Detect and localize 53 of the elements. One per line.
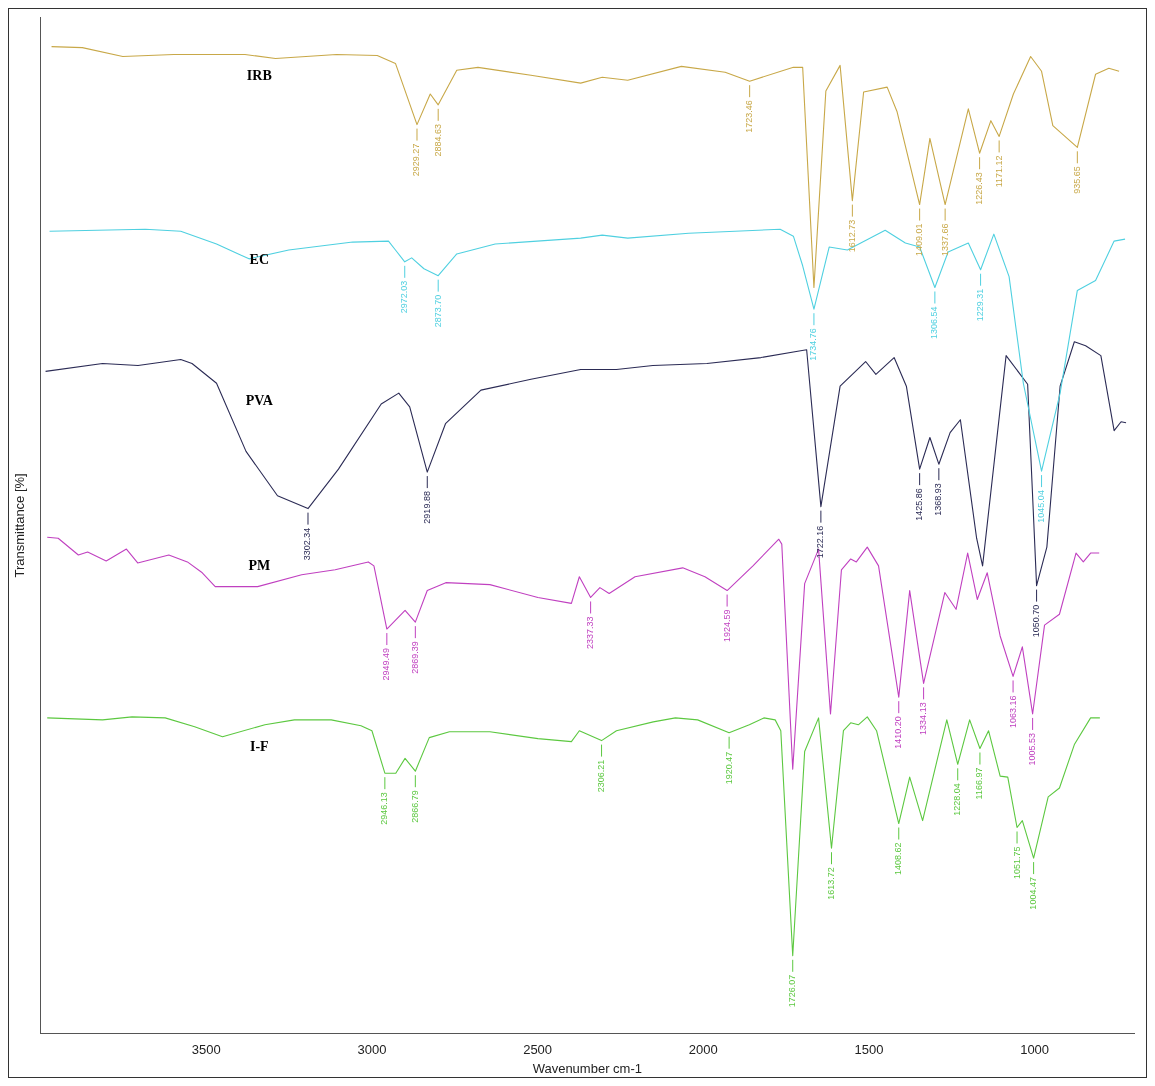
annotation: 1334.13 — [918, 702, 929, 735]
annotation: 2884.63 — [432, 123, 443, 157]
x-tick-label: 3500 — [191, 1042, 221, 1058]
annotation: 1226.43 — [974, 172, 985, 205]
annotation: 2337.33 — [585, 616, 596, 650]
annotation: 1306.54 — [929, 306, 940, 340]
annotation: 1425.86 — [914, 488, 925, 521]
y-axis-title: Transmittance [%] — [12, 473, 28, 578]
series-label: EC — [249, 252, 270, 268]
annotation: 1726.07 — [787, 974, 798, 1008]
annotation: 1722.16 — [815, 525, 826, 559]
series-label: PM — [248, 558, 271, 574]
annotation: 1613.72 — [825, 867, 836, 900]
annotation: 1229.31 — [975, 288, 986, 322]
x-tick-label: 1500 — [854, 1042, 884, 1058]
annotation: 935.65 — [1071, 166, 1082, 194]
annotation: 1408.62 — [893, 842, 904, 876]
annotation: 1612.73 — [846, 219, 857, 253]
series-label: I-F — [249, 739, 269, 755]
annotation: 2306.21 — [596, 759, 607, 793]
annotation: 1228.04 — [952, 783, 963, 816]
annotation: 2972.03 — [399, 280, 410, 314]
x-tick-label: 3000 — [357, 1042, 387, 1058]
annotation: 1004.47 — [1028, 877, 1039, 910]
x-tick-label: 2000 — [688, 1042, 718, 1058]
annotation: 1734.76 — [808, 328, 819, 361]
annotation: 2869.39 — [409, 641, 420, 674]
annotation: 1171.12 — [993, 155, 1004, 188]
annotation: 1050.70 — [1031, 604, 1042, 638]
annotation: 2929.27 — [411, 143, 422, 177]
annotation: 1723.46 — [744, 100, 755, 133]
annotation: 1005.53 — [1027, 732, 1038, 766]
annotation: 1410.20 — [893, 716, 904, 749]
x-axis-title: Wavenumber cm-1 — [532, 1060, 642, 1076]
annotation: 3302.34 — [302, 527, 313, 561]
annotation: 2949.49 — [381, 648, 392, 681]
annotation: 1051.75 — [1011, 846, 1022, 880]
annotation: 2873.70 — [432, 294, 443, 328]
annotation: 1368.93 — [933, 483, 944, 516]
annotation: 1920.47 — [723, 751, 734, 785]
annotation: 1337.66 — [939, 223, 950, 257]
annotation: 1063.16 — [1007, 695, 1018, 728]
annotation: 1166.97 — [974, 767, 985, 800]
series-label: PVA — [245, 392, 274, 408]
x-tick-label: 1000 — [1020, 1042, 1050, 1058]
annotation: 1924.59 — [721, 609, 732, 643]
annotation: 1409.01 — [914, 223, 925, 257]
annotation: 1045.04 — [1036, 490, 1047, 523]
series-label: IRB — [246, 67, 272, 83]
annotation: 2866.79 — [409, 790, 420, 823]
annotation: 2946.13 — [379, 792, 390, 825]
annotation: 2919.88 — [421, 491, 432, 524]
x-tick-label: 2500 — [523, 1042, 553, 1058]
